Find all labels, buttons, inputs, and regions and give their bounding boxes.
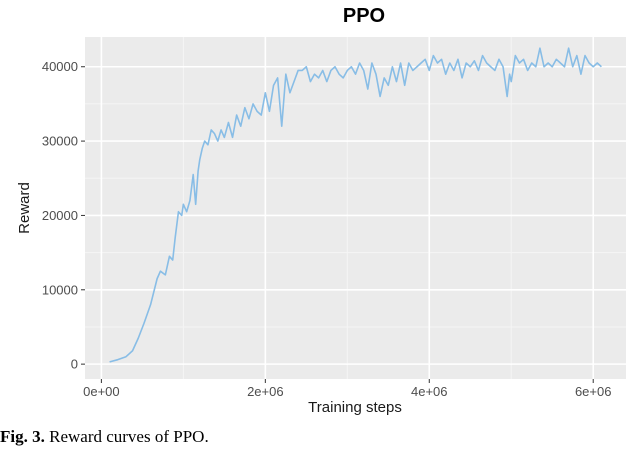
y-tick-label: 40000 [42,59,78,74]
plot-panel [85,37,626,379]
x-tick-label: 2e+06 [247,384,284,399]
x-axis-title: Training steps [308,399,402,416]
x-tick-label: 6e+06 [575,384,612,399]
figure-label: Fig. 3. [0,427,45,446]
reward-series-line [109,47,602,363]
figure-caption-text: Reward curves of PPO. [44,427,209,446]
x-tick-label: 0e+00 [83,384,120,399]
figure-caption: Fig. 3. Reward curves of PPO. [0,427,209,447]
y-tick-label: 30000 [42,134,78,149]
y-axis-title: Reward [16,182,33,234]
y-axis-ticks: 0 10000 20000 30000 40000 [42,59,85,372]
chart-title: PPO [343,5,385,27]
y-tick-label: 10000 [42,282,78,297]
y-tick-label: 20000 [42,208,78,223]
x-tick-label: 4e+06 [411,384,448,399]
x-axis-ticks: 0e+00 2e+06 4e+06 6e+06 [83,379,611,399]
reward-line-chart: PPO 0 10000 20000 30000 40000 0e+00 2e+06 4e+0… [16,5,626,416]
y-tick-label: 0 [71,357,78,372]
